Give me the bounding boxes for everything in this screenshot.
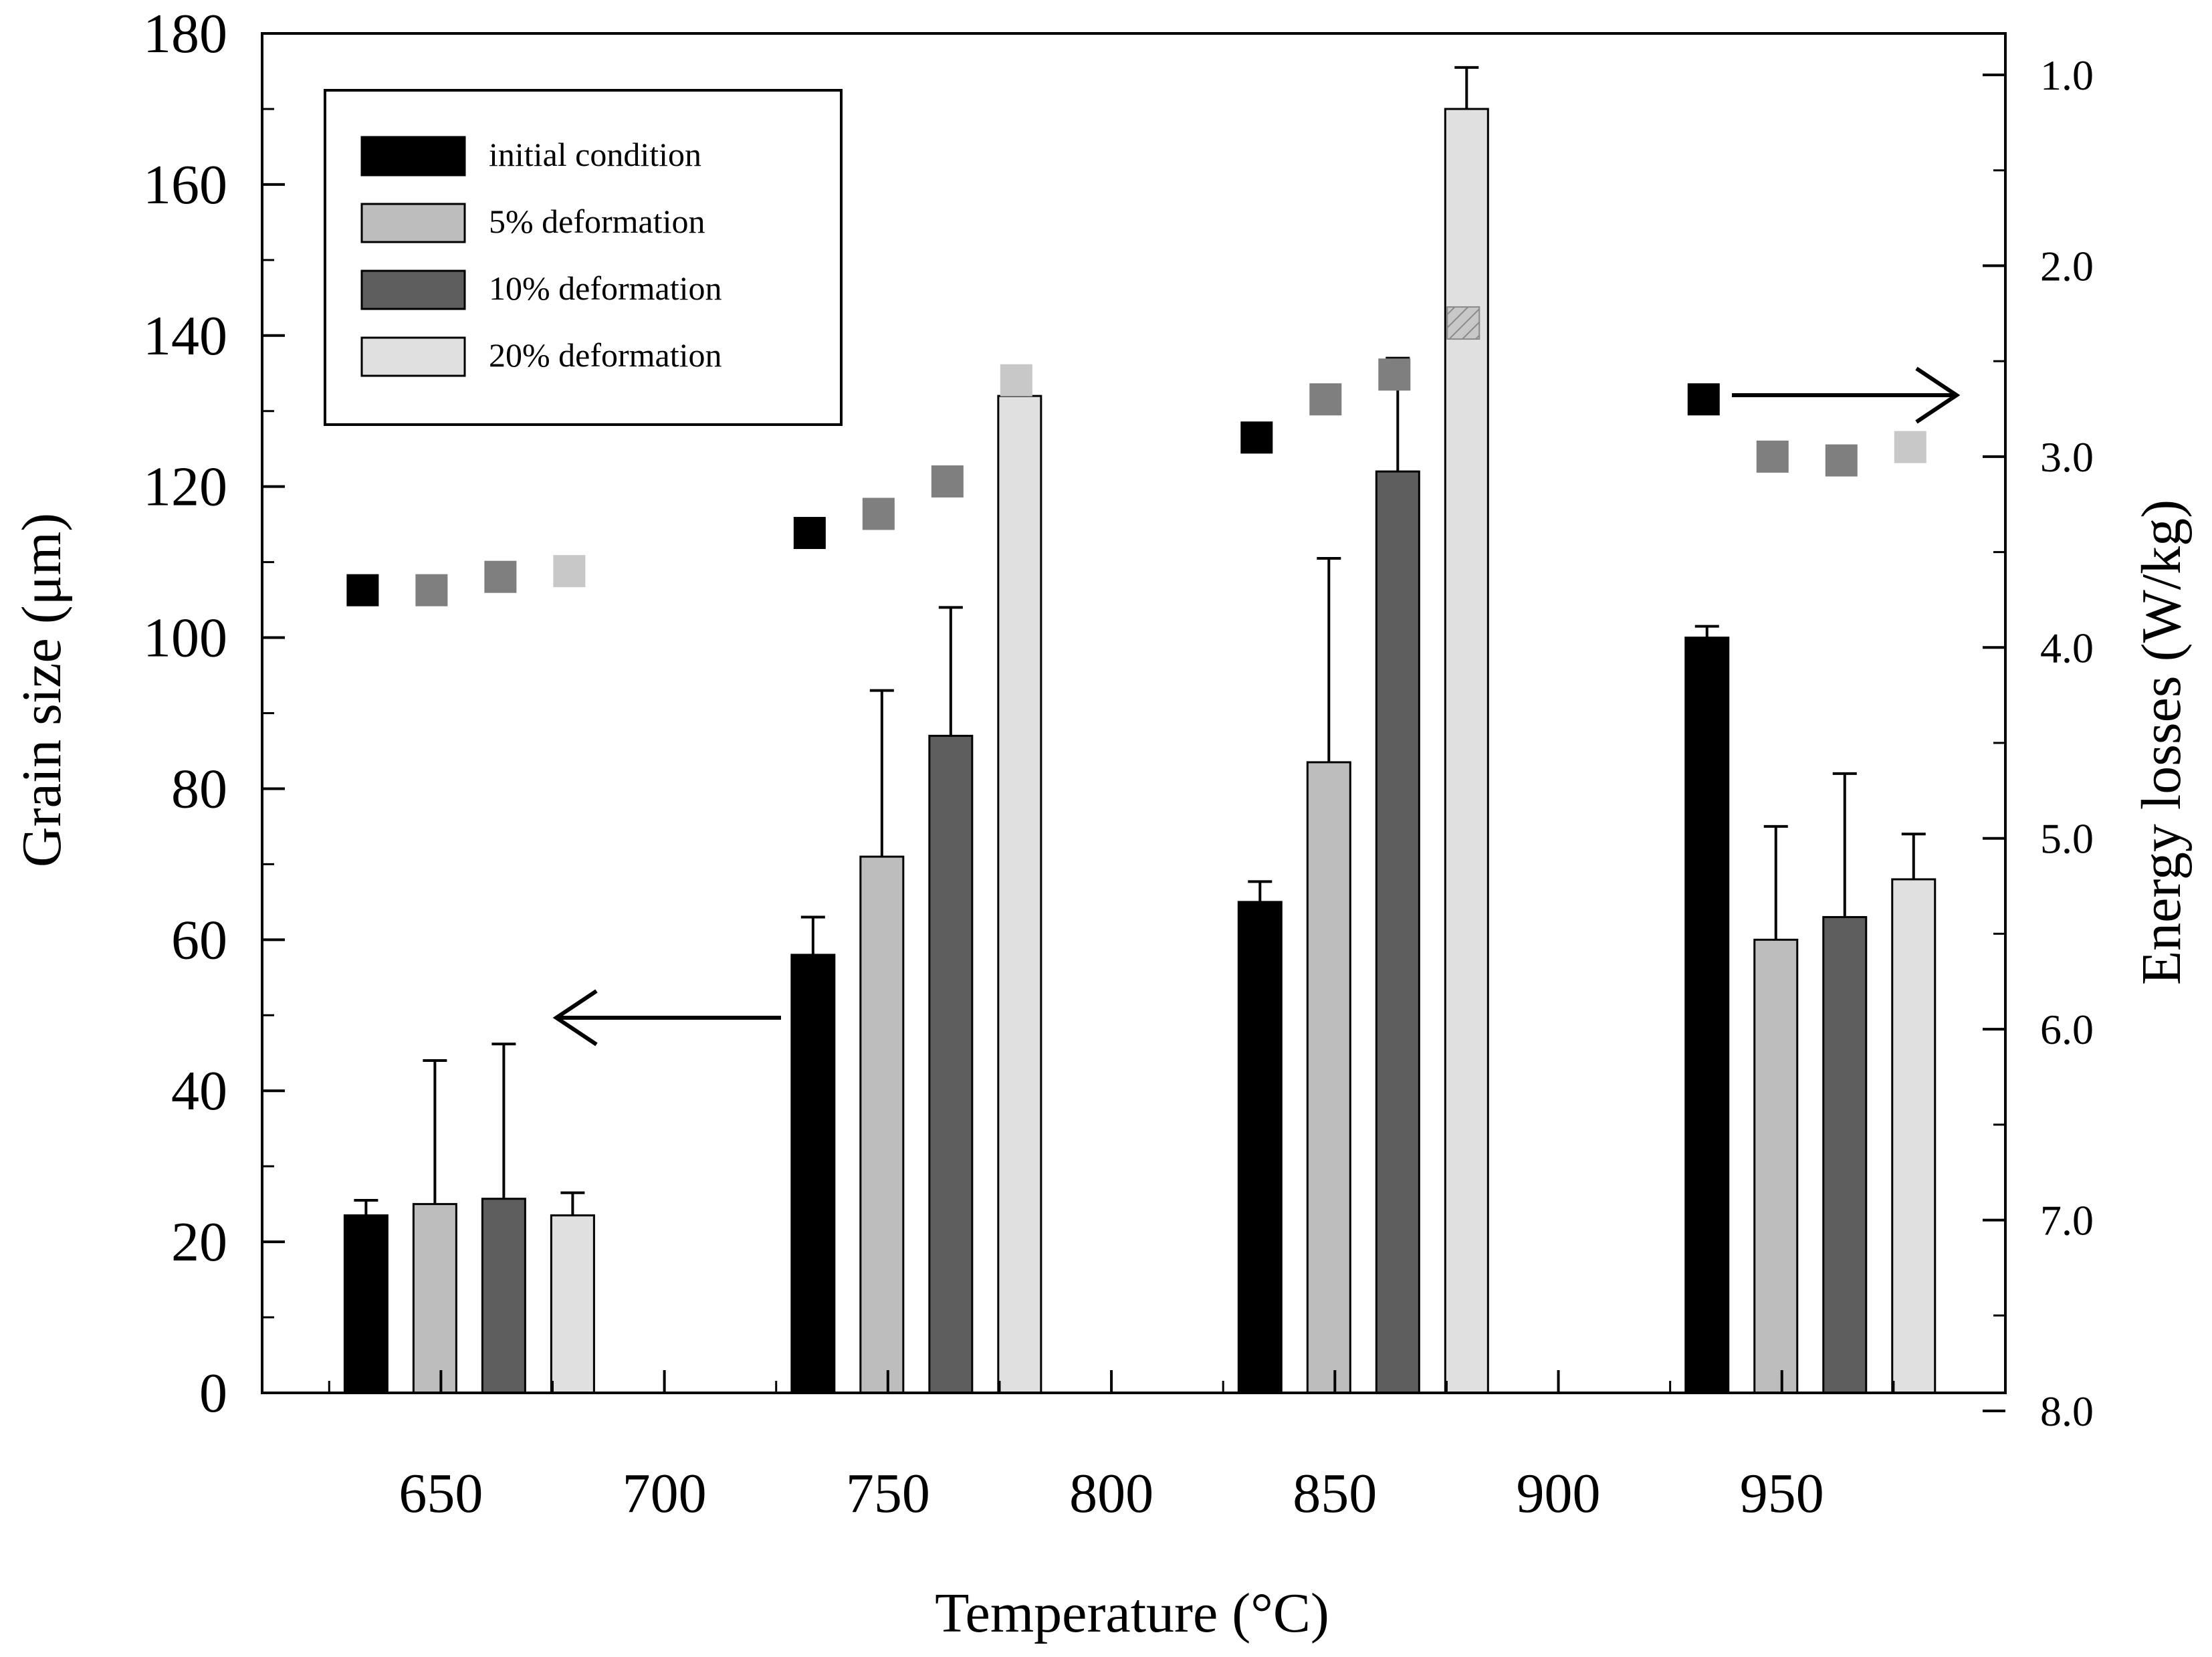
y-tick-label: 160 bbox=[143, 154, 227, 216]
energy-loss-marker bbox=[1446, 306, 1480, 340]
legend-label-10pct: 10% deformation bbox=[489, 269, 722, 307]
energy-loss-marker bbox=[1378, 358, 1411, 391]
x-tick-label: 750 bbox=[846, 1462, 930, 1525]
y2-tick-label: 7.0 bbox=[2040, 1197, 2094, 1244]
bar bbox=[1684, 637, 1730, 1394]
energy-loss-marker bbox=[415, 574, 448, 606]
bar bbox=[1237, 901, 1283, 1394]
legend-label-5pct: 5% deformation bbox=[489, 203, 705, 240]
bar bbox=[1753, 938, 1799, 1394]
y-tick-label: 100 bbox=[143, 607, 227, 669]
x-tick-label: 700 bbox=[623, 1462, 707, 1525]
x-axis-title: Temperature (°C) bbox=[935, 1582, 1329, 1644]
y2-tick-label: 4.0 bbox=[2040, 624, 2094, 671]
energy-loss-marker bbox=[1687, 383, 1720, 416]
x-tick-label: 850 bbox=[1293, 1462, 1377, 1525]
bar bbox=[997, 395, 1042, 1394]
bar bbox=[1375, 470, 1420, 1394]
energy-loss-marker bbox=[931, 465, 964, 498]
y2-tick-label: 8.0 bbox=[2040, 1388, 2094, 1435]
bar bbox=[481, 1198, 526, 1394]
y2-tick-label: 5.0 bbox=[2040, 815, 2094, 863]
energy-loss-marker bbox=[862, 498, 895, 530]
legend-swatch-10pct bbox=[360, 269, 466, 310]
bar bbox=[550, 1214, 595, 1394]
legend-label-initial: initial condition bbox=[489, 136, 701, 173]
y2-tick-label: 3.0 bbox=[2040, 433, 2094, 481]
energy-loss-marker bbox=[346, 574, 379, 606]
energy-loss-marker bbox=[484, 560, 517, 593]
bar bbox=[412, 1203, 457, 1394]
arrow-to-energy-losses-axis bbox=[1732, 366, 1961, 424]
legend-swatch-20pct bbox=[360, 336, 466, 377]
y-tick-label: 120 bbox=[143, 456, 227, 518]
y-tick-label: 140 bbox=[143, 305, 227, 367]
energy-loss-markers-layer bbox=[346, 306, 1926, 606]
energy-loss-marker bbox=[793, 517, 826, 550]
energy-loss-marker bbox=[1240, 421, 1273, 454]
bar bbox=[1822, 915, 1868, 1394]
y2-tick-label: 1.0 bbox=[2040, 51, 2094, 99]
y-tick-label: 40 bbox=[171, 1060, 227, 1122]
bar bbox=[1891, 878, 1937, 1394]
arrow-to-grain-size-axis bbox=[552, 989, 781, 1046]
legend: initial condition 5% deformation 10% def… bbox=[324, 89, 843, 426]
legend-item: 10% deformation bbox=[360, 269, 722, 310]
x-tick-label: 800 bbox=[1069, 1462, 1153, 1525]
legend-item: 5% deformation bbox=[360, 203, 705, 243]
bar bbox=[790, 954, 836, 1394]
y-axis-title: Grain size (μm) bbox=[11, 513, 73, 867]
energy-loss-marker bbox=[553, 555, 586, 588]
energy-loss-marker bbox=[1894, 431, 1926, 463]
x-tick-label: 950 bbox=[1740, 1462, 1824, 1525]
bar bbox=[859, 855, 905, 1394]
legend-item: initial condition bbox=[360, 136, 701, 177]
legend-label-20pct: 20% deformation bbox=[489, 336, 722, 374]
bar bbox=[343, 1214, 389, 1394]
bars-layer bbox=[343, 108, 1937, 1394]
y2-tick-label: 2.0 bbox=[2040, 242, 2094, 290]
energy-loss-marker bbox=[1825, 444, 1858, 477]
legend-item: 20% deformation bbox=[360, 336, 722, 377]
y-tick-label: 20 bbox=[171, 1211, 227, 1273]
bar bbox=[1444, 108, 1489, 1394]
bar bbox=[1306, 761, 1351, 1394]
x-tick-label: 900 bbox=[1517, 1462, 1601, 1525]
legend-swatch-5pct bbox=[360, 203, 466, 243]
bar bbox=[928, 734, 974, 1394]
energy-loss-marker bbox=[1309, 383, 1342, 416]
energy-loss-marker bbox=[1000, 364, 1032, 397]
y-tick-label: 0 bbox=[199, 1362, 227, 1424]
y-tick-label: 60 bbox=[171, 909, 227, 971]
axes-layer: 0 20 40 60 80 100 120 140 160 180 650 700 750 800 850 9… bbox=[143, 3, 2094, 1525]
y-tick-label: 80 bbox=[171, 758, 227, 820]
x-tick-label: 650 bbox=[399, 1462, 483, 1525]
y-tick-label: 180 bbox=[143, 3, 227, 65]
y2-axis-title: Energy losses (W/kg) bbox=[2130, 500, 2193, 985]
legend-swatch-initial bbox=[360, 136, 466, 177]
y2-tick-label: 6.0 bbox=[2040, 1006, 2094, 1053]
energy-loss-marker bbox=[1756, 440, 1789, 473]
